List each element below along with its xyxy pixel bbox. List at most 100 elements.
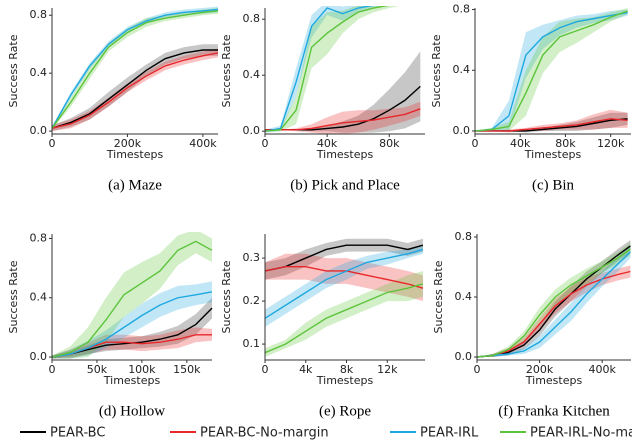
y-tick-label: 0.4: [455, 290, 473, 303]
y-axis-label: Success Rate: [7, 260, 20, 333]
plot-area: [52, 6, 219, 132]
series-line: [52, 52, 219, 129]
x-tick-label: 0: [474, 363, 481, 376]
error-band: [265, 238, 423, 280]
y-tick-label: 0.8: [243, 12, 261, 25]
error-band: [477, 246, 631, 357]
panel: 0.0 0.4 0.8 0 40k 80k 120k Timesteps Success Rat…: [430, 3, 631, 193]
legend-label: PEAR-IRL-No-margin: [530, 426, 632, 441]
y-tick-label: 0.2: [243, 294, 261, 307]
x-axis-label: Timesteps: [103, 374, 161, 387]
x-tick-label: 8k: [340, 363, 354, 376]
panel: 0.0 0.4 0.8 0 40k 80k Timesteps Success Rate (b)…: [220, 6, 425, 193]
series-line: [477, 270, 631, 358]
x-tick-label: 200k: [526, 363, 554, 376]
series-line: [265, 6, 374, 132]
series-line: [477, 248, 631, 358]
y-tick-label: 0.0: [455, 350, 473, 363]
plot-area: [477, 240, 631, 358]
x-tick-label: 120k: [597, 137, 625, 150]
error-band: [52, 297, 212, 359]
y-tick-label: 0.0: [243, 124, 261, 137]
x-tick-label: 150k: [173, 363, 201, 376]
x-tick-label: 4k: [299, 363, 313, 376]
y-tick-label: 0.0: [453, 124, 471, 137]
legend-label: PEAR-IRL: [420, 426, 479, 441]
y-tick-label: 0.0: [30, 350, 48, 363]
plot-area: [475, 8, 628, 133]
y-tick-label: 0.0: [30, 124, 48, 137]
series-line: [475, 10, 628, 132]
y-tick-label: 0.8: [453, 3, 471, 16]
x-tick-label: 50k: [87, 363, 108, 376]
series-line: [475, 11, 628, 132]
series-line: [477, 245, 631, 358]
y-axis-label: Success Rate: [220, 260, 233, 333]
y-axis-label: Success Rate: [220, 34, 233, 107]
panel: 0.0 0.4 0.8 0 50k 100k 150k Timesteps Success Ra…: [7, 231, 213, 419]
x-axis-label: Timesteps: [316, 148, 374, 161]
x-tick-label: 0: [472, 137, 479, 150]
error-band: [265, 51, 421, 133]
error-band: [265, 270, 423, 357]
x-tick-label: 100k: [128, 363, 156, 376]
x-axis-label: Timesteps: [316, 374, 374, 387]
series-line: [477, 251, 631, 358]
panel: 0.0 0.4 0.8 0 200k 400k Timesteps Success Rate (…: [7, 6, 219, 193]
caption: (d) Hollow: [99, 403, 165, 419]
y-tick-label: 0.8: [30, 231, 48, 244]
plot-area: [52, 232, 213, 359]
legend: PEAR-BC PEAR-BC-No-margin PEAR-IRL PEAR-IRL…: [20, 426, 632, 441]
legend-label: PEAR-BC-No-margin: [200, 426, 329, 441]
x-tick-label: 0: [262, 363, 269, 376]
x-axis-label: Timesteps: [525, 374, 583, 387]
error-band: [265, 253, 423, 302]
x-tick-label: 0: [49, 363, 56, 376]
error-band: [52, 232, 212, 359]
error-band: [265, 101, 421, 134]
caption: (c) Bin: [532, 177, 575, 193]
series-line: [265, 244, 424, 272]
x-axis-label: Timesteps: [524, 148, 582, 161]
error-band: [475, 109, 628, 133]
y-axis-label: Success Rate: [432, 260, 445, 333]
error-band: [475, 112, 628, 133]
series-line: [52, 240, 213, 358]
y-tick-label: 0.1: [243, 337, 261, 350]
x-tick-label: 200k: [114, 137, 142, 150]
x-tick-label: 400k: [589, 363, 617, 376]
x-tick-label: 40k: [510, 137, 531, 150]
series-line: [265, 6, 389, 132]
series-line: [52, 49, 218, 129]
series-line: [475, 118, 628, 132]
x-tick-label: 80k: [379, 137, 400, 150]
y-tick-label: 0.4: [30, 66, 48, 79]
y-tick-label: 0.8: [455, 230, 473, 243]
y-axis-label: Success Rate: [7, 34, 20, 107]
plot-area: [265, 6, 421, 134]
x-tick-label: 0: [262, 137, 269, 150]
series-line: [265, 248, 424, 319]
series-line: [52, 8, 219, 129]
caption: (e) Rope: [319, 403, 371, 419]
y-tick-label: 0.3: [243, 251, 261, 264]
series-line: [52, 10, 219, 129]
x-tick-label: 400k: [189, 137, 217, 150]
y-tick-label: 0.4: [453, 63, 471, 76]
legend-label: PEAR-BC: [50, 426, 105, 441]
error-band: [477, 240, 631, 357]
y-tick-label: 0.8: [30, 8, 48, 21]
caption: (f) Franka Kitchen: [498, 403, 610, 419]
x-axis-label: Timesteps: [106, 148, 164, 161]
y-tick-label: 0.4: [30, 291, 48, 304]
x-tick-label: 80k: [555, 137, 576, 150]
x-tick-label: 0: [49, 137, 56, 150]
plot-area: [265, 238, 424, 357]
caption: (a) Maze: [108, 177, 162, 193]
y-tick-label: 0.4: [243, 68, 261, 81]
series-line: [265, 283, 424, 354]
error-band: [477, 243, 631, 357]
caption: (b) Pick and Place: [290, 177, 400, 193]
